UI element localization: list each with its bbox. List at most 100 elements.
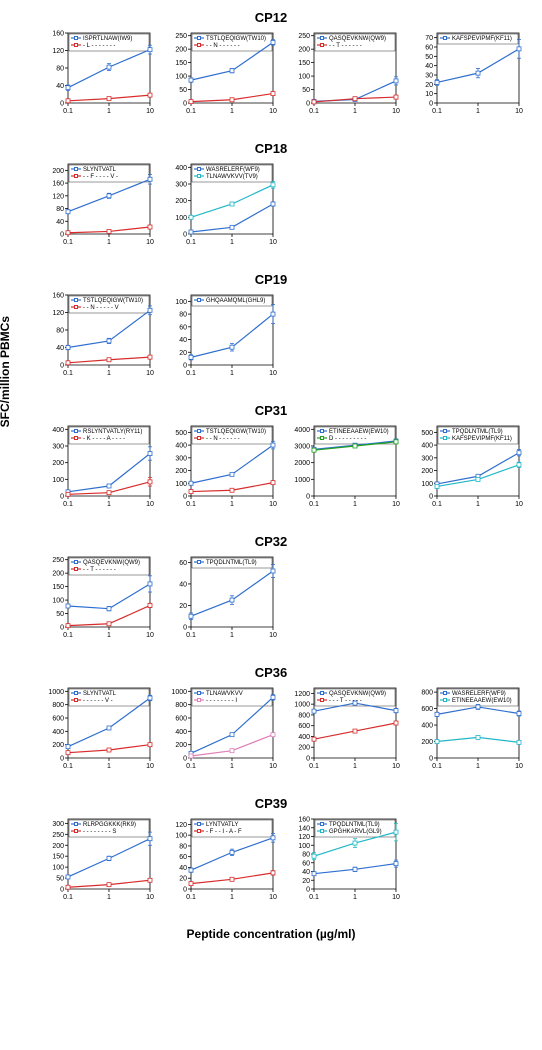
svg-text:ISPRTLNAW(IW9): ISPRTLNAW(IW9) xyxy=(83,36,132,42)
svg-text:SLYNTVATL: SLYNTVATL xyxy=(83,691,117,697)
chart-panel: 0204060801001200.1110LYNTVATLY- F - - I … xyxy=(163,813,278,908)
panel: 010002000300040000.1110ETINEEAAEW(EW10)D… xyxy=(286,420,401,520)
panel: 01002003004000.1110RSLYNTVATLY(RY11)- K … xyxy=(40,420,155,520)
chart-panel: 01002003004005000.1110TPQDLNTML(TL9)KAFS… xyxy=(409,420,524,515)
svg-text:- - - - - - - - I: - - - - - - - - I xyxy=(206,698,237,704)
panel: 040801201600.1110ISPRTLNAW(IW9)- L - - -… xyxy=(40,27,155,127)
svg-text:40: 40 xyxy=(179,581,187,588)
svg-text:0.1: 0.1 xyxy=(309,894,319,901)
section-cp19: CP19 040801201600.1110TSTLQEQIGW(TW10)- -… xyxy=(10,272,532,389)
chart-panel: 01002003004000.1110RSLYNTVATLY(RY11)- K … xyxy=(40,420,155,515)
svg-text:0: 0 xyxy=(429,494,433,501)
svg-text:160: 160 xyxy=(52,293,64,300)
section-cp12: CP12040801201600.1110ISPRTLNAW(IW9)- L -… xyxy=(10,10,532,127)
chart-panel: 040801201602000.1110SLYNTVATL- - F - - -… xyxy=(40,158,155,253)
svg-text:800: 800 xyxy=(175,702,187,709)
svg-text:200: 200 xyxy=(421,739,433,746)
svg-text:10: 10 xyxy=(146,894,154,901)
svg-text:60: 60 xyxy=(179,324,187,331)
svg-text:10: 10 xyxy=(515,763,523,770)
svg-text:10: 10 xyxy=(269,501,277,508)
panel: 01002003004005000.1110TSTLQEQIGW(TW10)- … xyxy=(163,420,278,520)
svg-text:1: 1 xyxy=(107,632,111,639)
chart-panel: 0501001502002500.1110QASQEVKNW(QW9)- - T… xyxy=(286,27,401,122)
svg-text:250: 250 xyxy=(175,33,187,40)
svg-text:0.1: 0.1 xyxy=(63,894,73,901)
panel: 0501001502002500.1110QASQEVKNW(QW9)- - T… xyxy=(286,27,401,127)
svg-text:10: 10 xyxy=(269,108,277,115)
panel: 02004006008000.1110WASRELERF(WF9)ETINEEA… xyxy=(409,682,524,782)
x-axis-label: Peptide concentration (µg/ml) xyxy=(10,927,532,941)
section-cp36: CP36020040060080010000.1110SLYNTVATL- - … xyxy=(10,665,532,782)
svg-text:0.1: 0.1 xyxy=(63,239,73,246)
chart-panel: 0501001502002500.1110TSTLQEQIGW(TW10)- -… xyxy=(163,27,278,122)
svg-text:200: 200 xyxy=(175,468,187,475)
svg-text:10: 10 xyxy=(269,239,277,246)
svg-text:50: 50 xyxy=(179,87,187,94)
svg-text:10: 10 xyxy=(146,501,154,508)
svg-text:0: 0 xyxy=(183,363,187,370)
svg-text:40: 40 xyxy=(425,63,433,70)
panel: 020040060080010000.1110SLYNTVATL- - - - … xyxy=(40,682,155,782)
svg-text:20: 20 xyxy=(425,82,433,89)
svg-text:20: 20 xyxy=(179,603,187,610)
svg-text:TPQDLNTML(TL9): TPQDLNTML(TL9) xyxy=(452,429,503,435)
svg-text:400: 400 xyxy=(421,723,433,730)
svg-text:60: 60 xyxy=(302,860,310,867)
panel: 040801201602000.1110SLYNTVATL- - F - - -… xyxy=(40,158,155,258)
svg-text:160: 160 xyxy=(298,817,310,824)
svg-text:300: 300 xyxy=(175,182,187,189)
svg-text:0: 0 xyxy=(60,625,64,632)
svg-text:200: 200 xyxy=(298,47,310,54)
svg-text:GHQAAMQML(GHL9): GHQAAMQML(GHL9) xyxy=(206,298,265,304)
svg-text:100: 100 xyxy=(52,598,64,605)
svg-text:- - N - - - - - -: - - N - - - - - - xyxy=(206,436,240,442)
svg-text:1000: 1000 xyxy=(294,702,310,709)
svg-text:10: 10 xyxy=(269,370,277,377)
svg-text:WASRELERF(WF9): WASRELERF(WF9) xyxy=(452,691,506,697)
svg-text:0.1: 0.1 xyxy=(186,632,196,639)
svg-text:0.1: 0.1 xyxy=(186,239,196,246)
panel-row: 0501001502002500.1110QASQEVKNW(QW9)- - T… xyxy=(40,551,532,651)
svg-text:0: 0 xyxy=(60,101,64,108)
svg-text:300: 300 xyxy=(52,444,64,451)
svg-text:10: 10 xyxy=(392,894,400,901)
svg-text:50: 50 xyxy=(425,54,433,61)
svg-text:- F - - I - A - F: - F - - I - A - F xyxy=(206,829,242,835)
panel: 0204060801001201401600.1110TPQDLNTML(TL9… xyxy=(286,813,401,913)
svg-text:400: 400 xyxy=(421,443,433,450)
panel: 01002003004000.1110WASRELERF(WF9)TLNAWVK… xyxy=(163,158,278,258)
chart-panel: 020040060080010000.1110SLYNTVATL- - - - … xyxy=(40,682,155,777)
svg-text:TLNAWVKVV: TLNAWVKVV xyxy=(206,691,243,697)
svg-text:20: 20 xyxy=(179,876,187,883)
svg-text:0: 0 xyxy=(306,494,310,501)
svg-text:600: 600 xyxy=(175,716,187,723)
svg-text:0.1: 0.1 xyxy=(186,894,196,901)
svg-text:2000: 2000 xyxy=(294,460,310,467)
panel: 0204060801000.1110GHQAAMQML(GHL9) xyxy=(163,289,278,389)
svg-text:- - T - - - - - -: - - T - - - - - - xyxy=(329,43,362,49)
panel-row: 020040060080010000.1110SLYNTVATL- - - - … xyxy=(40,682,532,782)
panel: 040801201600.1110TSTLQEQIGW(TW10)- - N -… xyxy=(40,289,155,389)
svg-text:40: 40 xyxy=(56,345,64,352)
svg-text:150: 150 xyxy=(52,854,64,861)
svg-text:160: 160 xyxy=(52,31,64,38)
panel-row: 040801201602000.1110SLYNTVATL- - F - - -… xyxy=(40,158,532,258)
chart-panel: 0501001502002500.1110QASQEVKNW(QW9)- - T… xyxy=(40,551,155,646)
section-title: CP19 xyxy=(10,272,532,287)
svg-text:0: 0 xyxy=(60,887,64,894)
panel-row: 040801201600.1110ISPRTLNAW(IW9)- L - - -… xyxy=(40,27,532,127)
svg-text:0.1: 0.1 xyxy=(432,108,442,115)
svg-text:400: 400 xyxy=(52,427,64,434)
svg-text:1000: 1000 xyxy=(48,689,64,696)
svg-text:140: 140 xyxy=(298,825,310,832)
svg-text:40: 40 xyxy=(302,869,310,876)
svg-text:0: 0 xyxy=(306,101,310,108)
svg-text:250: 250 xyxy=(52,832,64,839)
svg-text:40: 40 xyxy=(56,83,64,90)
svg-text:100: 100 xyxy=(175,74,187,81)
svg-text:600: 600 xyxy=(298,723,310,730)
svg-text:20: 20 xyxy=(302,878,310,885)
svg-text:1000: 1000 xyxy=(171,689,187,696)
svg-text:0.1: 0.1 xyxy=(309,763,319,770)
